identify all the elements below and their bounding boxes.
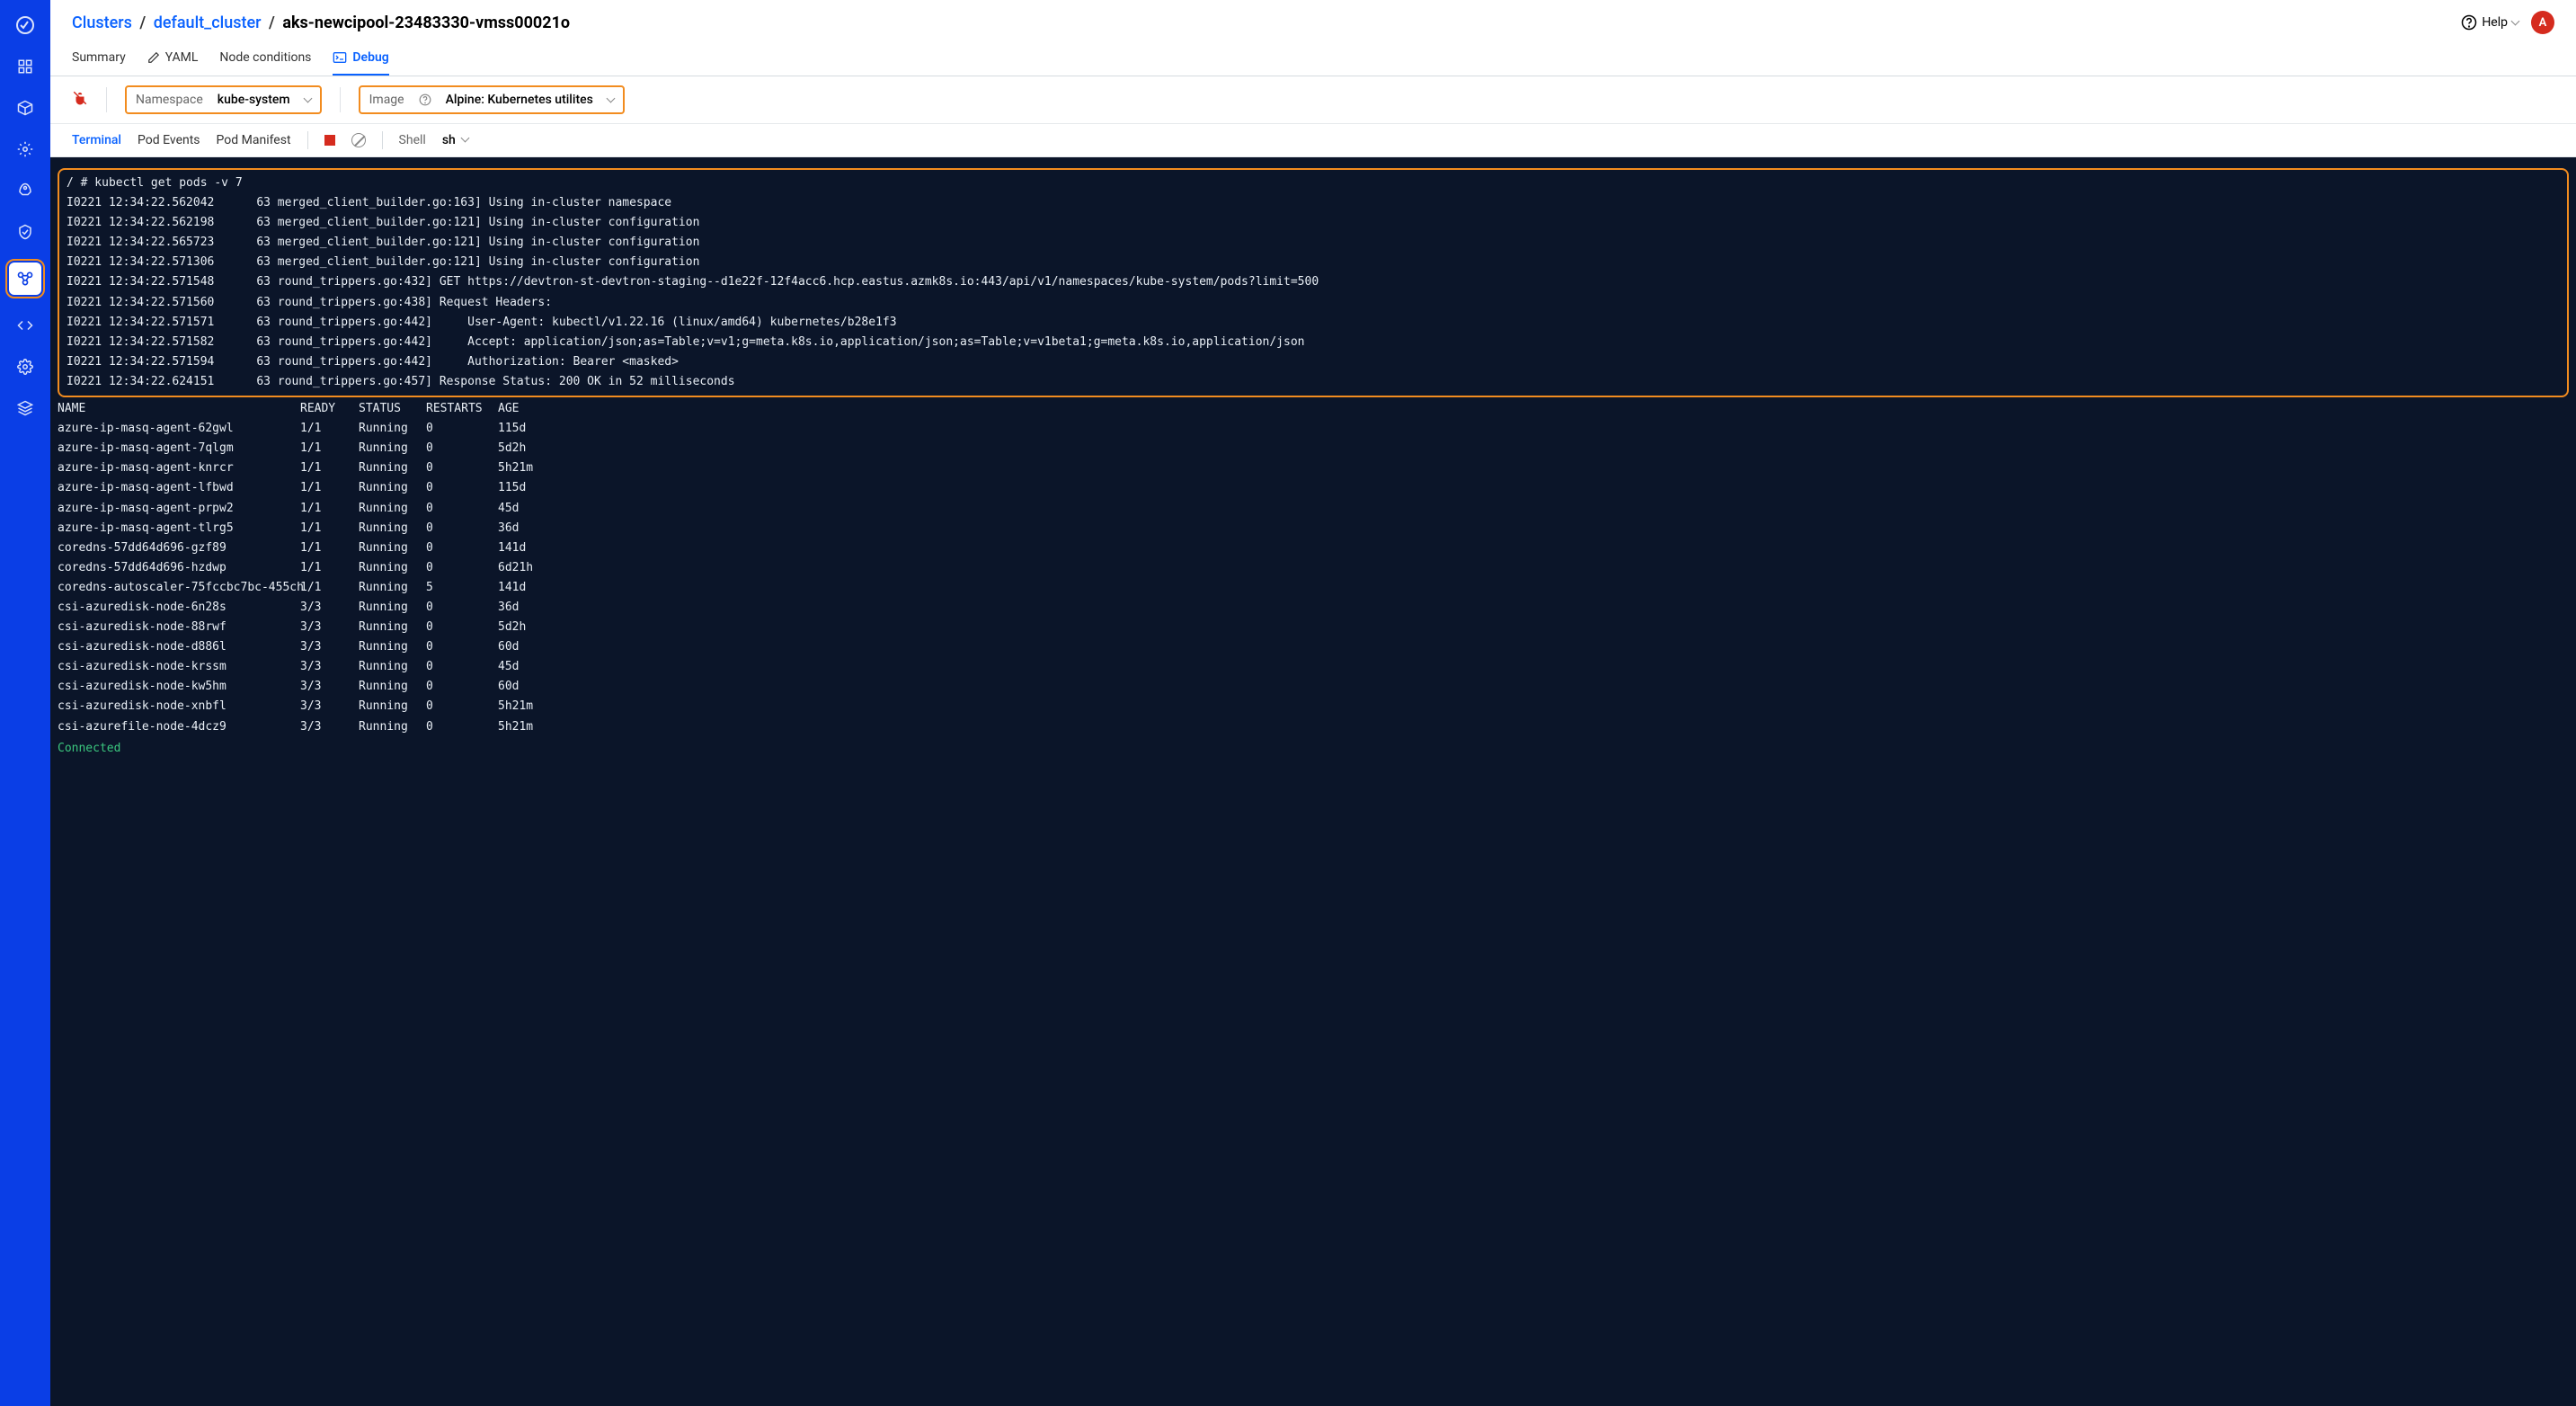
pod-row: azure-ip-masq-agent-lfbwd1/1Running0115d bbox=[58, 478, 2569, 498]
bug-icon bbox=[72, 90, 88, 110]
settings-icon[interactable] bbox=[14, 356, 36, 378]
logo-icon[interactable] bbox=[14, 14, 36, 36]
terminal-line: I0221 12:34:22.571306 63 merged_client_b… bbox=[67, 253, 2560, 272]
help-button[interactable]: Help bbox=[2461, 14, 2518, 31]
terminal-line: I0221 12:34:22.571594 63 round_trippers.… bbox=[67, 352, 2560, 372]
pod-row: csi-azuredisk-node-6n28s3/3Running036d bbox=[58, 598, 2569, 618]
terminal-line: I0221 12:34:22.624151 63 round_trippers.… bbox=[67, 372, 2560, 392]
clear-button[interactable] bbox=[351, 133, 366, 147]
apps-icon[interactable] bbox=[14, 56, 36, 77]
chevron-down-icon bbox=[606, 94, 615, 103]
page-tabs: Summary YAML Node conditions Debug bbox=[50, 41, 2576, 76]
breadcrumb-clusters[interactable]: Clusters bbox=[72, 13, 132, 32]
pod-row: csi-azuredisk-node-d886l3/3Running060d bbox=[58, 637, 2569, 657]
pod-row: azure-ip-masq-agent-prpw21/1Running045d bbox=[58, 499, 2569, 519]
subtab-pod-events[interactable]: Pod Events bbox=[138, 133, 200, 147]
breadcrumb: Clusters / default_cluster / aks-newcipo… bbox=[72, 13, 570, 32]
help-label: Help bbox=[2482, 15, 2508, 30]
pencil-icon bbox=[147, 51, 160, 64]
pod-table-header: NAMEREADYSTATUSRESTARTSAGE bbox=[58, 399, 2569, 419]
subtab-pod-manifest[interactable]: Pod Manifest bbox=[217, 133, 291, 147]
terminal-line: I0221 12:34:22.565723 63 merged_client_b… bbox=[67, 233, 2560, 253]
filters-row: Namespace kube-system Image Alpine: Kube… bbox=[50, 76, 2576, 124]
terminal-line: I0221 12:34:22.562198 63 merged_client_b… bbox=[67, 213, 2560, 233]
image-select[interactable]: Image Alpine: Kubernetes utilites bbox=[359, 85, 625, 114]
shell-label: Shell bbox=[399, 133, 426, 147]
chevron-down-icon bbox=[303, 94, 312, 103]
subtab-terminal[interactable]: Terminal bbox=[72, 133, 121, 147]
image-value: Alpine: Kubernetes utilites bbox=[446, 93, 593, 107]
pod-row: coredns-57dd64d696-gzf891/1Running0141d bbox=[58, 538, 2569, 558]
pod-table-body: azure-ip-masq-agent-62gwl1/1Running0115d… bbox=[58, 419, 2569, 737]
rocket-icon[interactable] bbox=[14, 180, 36, 201]
chevron-down-icon bbox=[2511, 17, 2520, 26]
pod-row: csi-azuredisk-node-krssm3/3Running045d bbox=[58, 657, 2569, 677]
layers-icon[interactable] bbox=[14, 397, 36, 419]
sidebar bbox=[0, 0, 50, 1406]
pod-row: csi-azuredisk-node-xnbfl3/3Running05h21m bbox=[58, 697, 2569, 716]
breadcrumb-cluster-name[interactable]: default_cluster bbox=[154, 13, 262, 32]
pod-row: csi-azuredisk-node-88rwf3/3Running05d2h bbox=[58, 618, 2569, 637]
pod-row: azure-ip-masq-agent-tlrg51/1Running036d bbox=[58, 519, 2569, 538]
terminal-line: / # kubectl get pods -v 7 bbox=[67, 174, 2560, 193]
terminal-line: I0221 12:34:22.571560 63 round_trippers.… bbox=[67, 293, 2560, 313]
pod-row: azure-ip-masq-agent-62gwl1/1Running0115d bbox=[58, 419, 2569, 439]
pod-row: csi-azuredisk-node-kw5hm3/3Running060d bbox=[58, 677, 2569, 697]
terminal-line: I0221 12:34:22.571582 63 round_trippers.… bbox=[67, 333, 2560, 352]
pod-row: coredns-autoscaler-75fccbc7bc-455ch1/1Ru… bbox=[58, 578, 2569, 598]
namespace-label: Namespace bbox=[136, 93, 203, 107]
help-icon bbox=[2461, 14, 2477, 31]
cube-icon[interactable] bbox=[14, 97, 36, 119]
terminal[interactable]: / # kubectl get pods -v 7I0221 12:34:22.… bbox=[50, 157, 2576, 1406]
namespace-value: kube-system bbox=[218, 93, 290, 107]
tab-debug[interactable]: Debug bbox=[333, 41, 388, 76]
shell-select[interactable]: sh bbox=[442, 133, 468, 147]
connected-status: Connected bbox=[58, 739, 2569, 759]
avatar[interactable]: A bbox=[2531, 11, 2554, 34]
terminal-line: I0221 12:34:22.571548 63 round_trippers.… bbox=[67, 272, 2560, 292]
image-label: Image bbox=[369, 93, 404, 107]
breadcrumb-node-name: aks-newcipool-23483330-vmss00021o bbox=[282, 13, 570, 32]
info-icon bbox=[419, 93, 431, 106]
terminal-icon bbox=[333, 50, 347, 65]
namespace-select[interactable]: Namespace kube-system bbox=[125, 85, 322, 114]
chevron-down-icon bbox=[460, 134, 469, 143]
terminal-line: I0221 12:34:22.562042 63 merged_client_b… bbox=[67, 193, 2560, 213]
pod-row: coredns-57dd64d696-hzdwp1/1Running06d21h bbox=[58, 558, 2569, 578]
terminal-log-highlight: / # kubectl get pods -v 7I0221 12:34:22.… bbox=[58, 168, 2569, 397]
shield-icon[interactable] bbox=[14, 221, 36, 243]
code-icon[interactable] bbox=[14, 315, 36, 336]
stop-button[interactable] bbox=[324, 135, 335, 146]
pod-row: azure-ip-masq-agent-7qlgm1/1Running05d2h bbox=[58, 439, 2569, 458]
tab-node-conditions[interactable]: Node conditions bbox=[219, 41, 311, 76]
pod-row: csi-azurefile-node-4dcz93/3Running05h21m bbox=[58, 717, 2569, 737]
cluster-icon[interactable] bbox=[9, 263, 41, 295]
tab-yaml[interactable]: YAML bbox=[147, 41, 199, 76]
gear-icon[interactable] bbox=[14, 138, 36, 160]
tab-summary[interactable]: Summary bbox=[72, 41, 126, 76]
terminal-line: I0221 12:34:22.571571 63 round_trippers.… bbox=[67, 313, 2560, 333]
topbar: Clusters / default_cluster / aks-newcipo… bbox=[50, 0, 2576, 41]
subtabs-row: Terminal Pod Events Pod Manifest Shell s… bbox=[50, 124, 2576, 157]
pod-row: azure-ip-masq-agent-knrcr1/1Running05h21… bbox=[58, 458, 2569, 478]
